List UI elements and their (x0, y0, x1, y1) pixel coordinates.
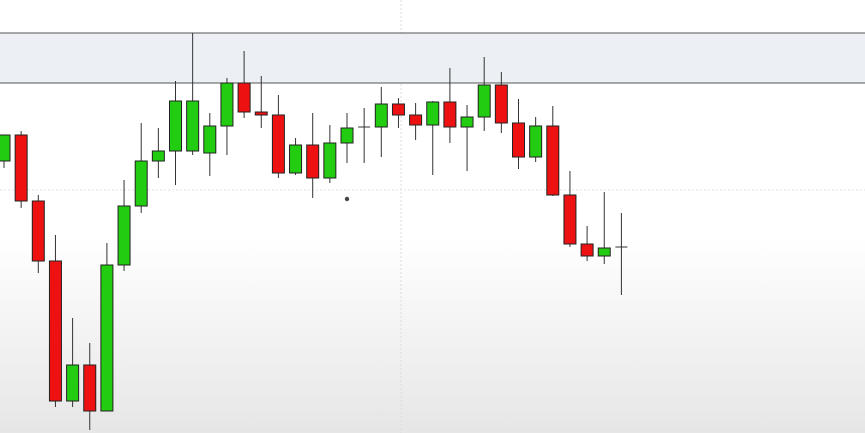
candle (460, 105, 474, 171)
candle-body-bearish (546, 125, 560, 196)
candle-body-bullish (0, 134, 11, 162)
candle (391, 98, 405, 128)
candle-body-bearish (563, 194, 577, 245)
candle-body-bullish (66, 364, 80, 402)
candle-body-bullish (529, 125, 543, 158)
candle (426, 101, 440, 175)
candle-body-bearish (237, 82, 251, 113)
candle (169, 81, 182, 185)
candle (477, 57, 491, 131)
candle (220, 78, 234, 155)
candle (580, 226, 594, 261)
candle (306, 113, 320, 198)
candle-body-bullish (289, 144, 303, 174)
candle-body-bullish (186, 100, 200, 152)
candle-body-bearish (83, 364, 97, 412)
candle (340, 113, 354, 163)
candle (271, 95, 285, 178)
candle-body-bearish (14, 134, 28, 202)
candle (117, 180, 131, 271)
candle-body-bullish (597, 247, 611, 257)
candle (615, 213, 628, 295)
candle-body-bearish (306, 144, 320, 179)
candles (0, 33, 628, 430)
candle-body-bearish (494, 84, 508, 124)
candle (546, 106, 560, 196)
candle (100, 243, 114, 412)
candle (14, 131, 28, 208)
candle-body-bearish (31, 200, 45, 262)
candle (237, 51, 251, 118)
candle-body-bullish (426, 101, 440, 126)
candle-body-bearish (580, 243, 594, 257)
candle-body-bullish (151, 150, 165, 162)
candle (494, 72, 508, 133)
candle (0, 134, 11, 168)
candle (563, 171, 577, 247)
candle (289, 138, 303, 175)
candle-body-bullish (323, 142, 337, 179)
candle (409, 103, 423, 140)
marker-dot (344, 196, 350, 202)
candle-body-bullish (220, 82, 234, 127)
candle (323, 125, 337, 183)
candle (597, 192, 611, 264)
candle (358, 108, 371, 163)
candle-body-bearish (254, 111, 268, 116)
candle-body-bullish (203, 125, 217, 154)
candle (374, 87, 388, 157)
candle (134, 123, 148, 213)
candle-body-bullish (477, 84, 491, 118)
candle-body-bearish (271, 114, 285, 174)
candle-body-bullish (134, 160, 148, 207)
candle (443, 68, 457, 143)
candle (186, 33, 200, 155)
marker-layer (344, 196, 350, 202)
candle (529, 117, 543, 162)
candle (203, 113, 217, 176)
candle-body-bullish (340, 127, 354, 144)
resistance-zone-layer (0, 32, 865, 84)
candle (254, 76, 268, 128)
candle (83, 343, 97, 430)
candle (31, 195, 45, 273)
candle-body-bearish (409, 114, 423, 126)
candle-body-bearish (443, 101, 457, 128)
candle-body-bearish (48, 260, 62, 402)
candle-body-bullish (117, 205, 131, 266)
candle-body-bullish (169, 100, 182, 152)
candle-body-bullish (374, 103, 388, 128)
resistance-zone (0, 33, 865, 83)
candle-body-bullish (100, 264, 114, 412)
candle (66, 318, 80, 407)
candle (151, 128, 165, 178)
candle (48, 235, 62, 407)
candle (512, 99, 525, 169)
candle-body-bullish (460, 116, 474, 128)
candle-body-bearish (512, 122, 525, 158)
candle-body-bearish (391, 103, 405, 116)
